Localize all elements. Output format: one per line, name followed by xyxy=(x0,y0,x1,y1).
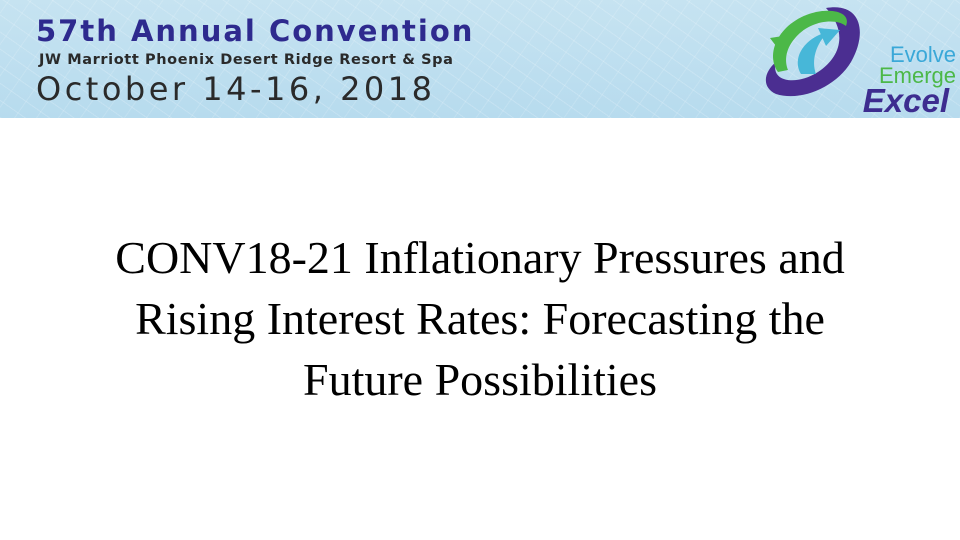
logo-emerge: Emerge xyxy=(879,63,956,88)
evolve-emerge-excel-logo: Evolve Emerge Excel xyxy=(765,7,956,116)
header-banner: 57th Annual Convention JW Marriott Phoen… xyxy=(0,0,960,118)
slide-title: CONV18-21 Inflationary Pressures and Ris… xyxy=(0,227,960,410)
convention-venue: JW Marriott Phoenix Desert Ridge Resort … xyxy=(39,52,454,68)
convention-name: 57th Annual Convention xyxy=(36,14,475,48)
teal-arrowhead-icon xyxy=(818,28,840,46)
title-line: Future Possibilities xyxy=(303,354,657,405)
logo-evolve: Evolve xyxy=(890,42,956,67)
purple-arc-icon xyxy=(765,7,860,97)
convention-dates: October 14-16, 2018 xyxy=(36,70,436,108)
logo-excel: Excel xyxy=(863,82,950,116)
green-arrow-icon xyxy=(773,10,847,72)
teal-arc-icon xyxy=(797,32,828,74)
title-line: CONV18-21 Inflationary Pressures and xyxy=(115,232,845,283)
title-line: Rising Interest Rates: Forecasting the xyxy=(135,293,825,344)
green-arrowhead-icon xyxy=(770,34,796,54)
